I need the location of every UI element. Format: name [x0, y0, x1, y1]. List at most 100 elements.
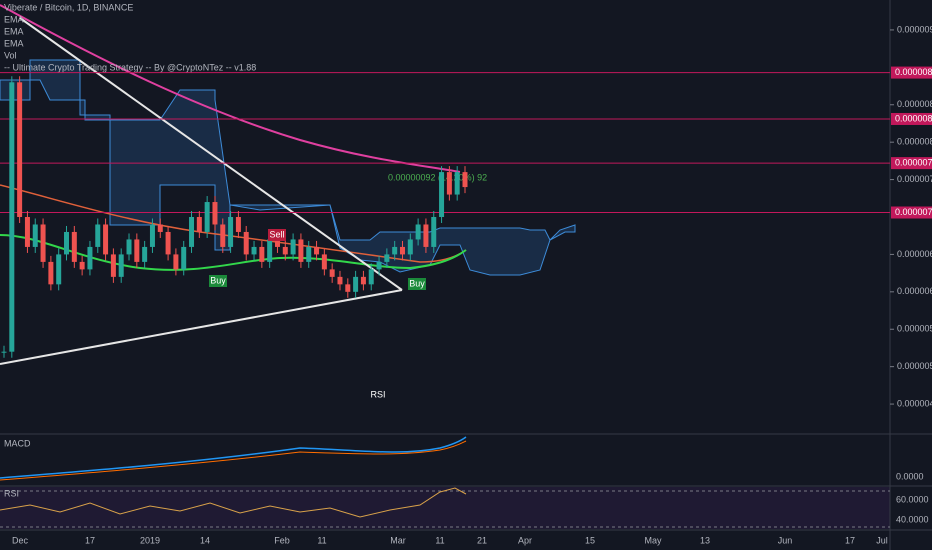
candle [259, 246, 265, 262]
candle [110, 254, 116, 277]
x-tick-label: 21 [477, 535, 487, 545]
candle [407, 239, 413, 255]
rsi-tick: 60.0000 [896, 494, 929, 504]
price-label: 0.00000893 [895, 67, 932, 77]
trend-line [19, 17, 403, 291]
x-tick-label: 2019 [140, 535, 160, 545]
rsi-band [0, 487, 890, 529]
y-tick-label: 0.00000600 [897, 286, 932, 296]
candle [267, 239, 273, 262]
legend-item: -- Ultimate Crypto Trading Strategy -- B… [4, 62, 256, 72]
candle [9, 82, 15, 352]
candle [134, 239, 140, 262]
price-label-bg [891, 157, 932, 170]
y-tick-label: 0.00000450 [897, 398, 932, 408]
candle [189, 217, 195, 247]
y-tick-label: 0.00000800 [897, 137, 932, 147]
macd-signal [0, 440, 467, 481]
candle [462, 172, 468, 188]
x-tick-label: Dec [12, 535, 29, 545]
legend-item: EMA [4, 14, 24, 24]
candle [181, 246, 187, 270]
candle [48, 261, 54, 285]
candle [298, 239, 304, 262]
x-tick-label: Jun [778, 535, 793, 545]
candle [384, 254, 390, 262]
x-tick-label: Apr [518, 535, 532, 545]
candle [118, 254, 124, 277]
candle [103, 224, 109, 255]
candle [454, 172, 460, 195]
candle [56, 254, 62, 285]
candle [290, 239, 296, 255]
x-tick-label: 11 [435, 535, 444, 545]
candle [24, 217, 30, 247]
signal-bg [408, 278, 426, 290]
legend: Viberate / Bitcoin, 1D, BINANCE EMA EMA EM… [4, 2, 256, 72]
candle [64, 231, 70, 255]
signal-label: RSI [370, 389, 385, 399]
rsi-tick: 40.0000 [896, 514, 929, 524]
candle [196, 217, 202, 232]
candle [40, 224, 46, 262]
candle [337, 276, 343, 285]
candle [165, 231, 171, 255]
y-tick-label: 0.00000750 [897, 174, 932, 184]
candle [360, 276, 366, 285]
candle [329, 269, 335, 277]
y-tick-label: 0.00000650 [897, 249, 932, 259]
candle [274, 239, 280, 247]
y-tick-label: 0.00000850 [897, 99, 932, 109]
candle [87, 246, 93, 270]
symbol-title: Viberate / Bitcoin, 1D, BINANCE [4, 2, 133, 12]
candle [399, 246, 405, 255]
candle [251, 246, 257, 255]
candle [173, 254, 179, 270]
candle [368, 269, 374, 285]
price-label-bg [891, 66, 932, 79]
x-tick-label: 11 [317, 535, 326, 545]
signal-bg [268, 229, 286, 241]
y-tick-label: 0.00000500 [897, 361, 932, 371]
signal-label: Buy [409, 278, 425, 288]
rsi-title: RSI [4, 488, 19, 498]
candle [212, 202, 218, 225]
price-label: 0.00000831 [895, 113, 932, 123]
x-tick-label: Feb [274, 535, 290, 545]
x-tick-label: Mar [390, 535, 406, 545]
price-label: 0.00000772 [895, 157, 932, 167]
candle [79, 261, 85, 270]
price-label-bg [891, 206, 932, 219]
candle [431, 217, 437, 247]
measure-label: 0.00000092 (14.20%) 92 [388, 172, 487, 182]
candle [17, 82, 23, 217]
x-tick-label: 14 [200, 535, 210, 545]
candle [228, 217, 234, 247]
price-label: 0.00000706 [895, 207, 932, 217]
macd-tick: 0.0000 [896, 471, 924, 481]
macd-title: MACD [4, 438, 31, 448]
candle [157, 224, 163, 232]
candle [142, 246, 148, 262]
legend-item: Vol [4, 50, 17, 60]
candle [32, 224, 38, 247]
price-label-bg [891, 112, 932, 125]
candle [149, 224, 155, 247]
candle [392, 246, 398, 255]
x-tick-label: 17 [85, 535, 95, 545]
candle [95, 224, 101, 247]
x-tick-label: Jul [876, 535, 888, 545]
candle [243, 231, 249, 255]
ma-long [0, 4, 461, 173]
signal-label: Sell [269, 229, 284, 239]
legend-item: EMA [4, 26, 24, 36]
candle [439, 172, 445, 217]
x-tick-label: May [644, 535, 662, 545]
trend-line [0, 289, 403, 365]
x-tick-label: 13 [700, 535, 710, 545]
candle [321, 254, 327, 270]
ema-slow [0, 184, 467, 263]
y-tick-label: 0.00000950 [897, 24, 932, 34]
rsi-line [0, 487, 467, 518]
